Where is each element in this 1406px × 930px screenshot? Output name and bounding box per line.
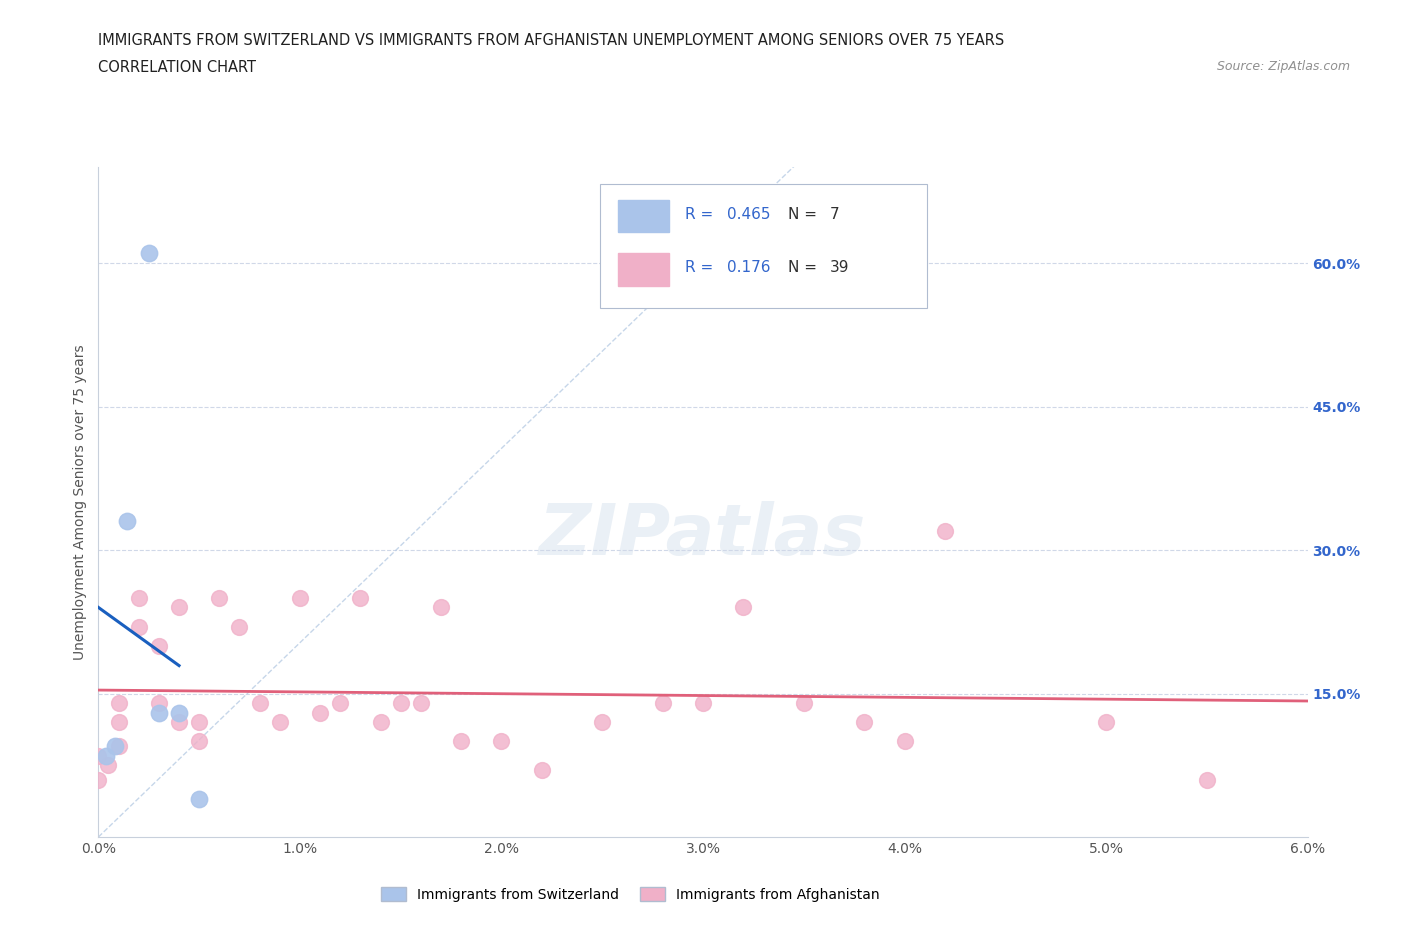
Text: ZIPatlas: ZIPatlas bbox=[540, 501, 866, 570]
FancyBboxPatch shape bbox=[619, 253, 669, 286]
Point bbox=[188, 734, 211, 749]
Point bbox=[87, 772, 110, 787]
Point bbox=[148, 696, 170, 711]
Point bbox=[309, 705, 332, 720]
Point bbox=[87, 749, 110, 764]
Text: IMMIGRANTS FROM SWITZERLAND VS IMMIGRANTS FROM AFGHANISTAN UNEMPLOYMENT AMONG SE: IMMIGRANTS FROM SWITZERLAND VS IMMIGRANT… bbox=[98, 33, 1005, 47]
Point bbox=[793, 696, 815, 711]
Point bbox=[1195, 772, 1218, 787]
Point bbox=[103, 738, 125, 753]
Text: 39: 39 bbox=[830, 260, 849, 275]
Point bbox=[107, 696, 129, 711]
Point bbox=[450, 734, 472, 749]
Point bbox=[97, 758, 120, 773]
Point bbox=[491, 734, 513, 749]
Point bbox=[269, 715, 291, 730]
Point bbox=[692, 696, 714, 711]
Point bbox=[249, 696, 271, 711]
Point bbox=[228, 619, 250, 634]
Point bbox=[591, 715, 613, 730]
Point bbox=[651, 696, 673, 711]
Point bbox=[148, 638, 170, 653]
Point bbox=[208, 591, 231, 605]
Point bbox=[107, 715, 129, 730]
Point bbox=[96, 749, 118, 764]
Text: Source: ZipAtlas.com: Source: ZipAtlas.com bbox=[1216, 60, 1350, 73]
Point bbox=[853, 715, 876, 730]
Point bbox=[288, 591, 311, 605]
Point bbox=[733, 600, 755, 615]
Text: R =: R = bbox=[685, 260, 718, 275]
Point bbox=[128, 619, 150, 634]
Point bbox=[1095, 715, 1118, 730]
Y-axis label: Unemployment Among Seniors over 75 years: Unemployment Among Seniors over 75 years bbox=[73, 344, 87, 660]
Point bbox=[138, 246, 160, 261]
Text: R =: R = bbox=[685, 206, 718, 221]
Point bbox=[934, 524, 956, 538]
Point bbox=[167, 705, 190, 720]
Point bbox=[128, 591, 150, 605]
Point bbox=[370, 715, 392, 730]
Point bbox=[430, 600, 453, 615]
Text: CORRELATION CHART: CORRELATION CHART bbox=[98, 60, 256, 75]
Point bbox=[188, 791, 211, 806]
Legend: Immigrants from Switzerland, Immigrants from Afghanistan: Immigrants from Switzerland, Immigrants … bbox=[375, 881, 886, 907]
Point bbox=[167, 600, 190, 615]
Point bbox=[389, 696, 412, 711]
Point bbox=[188, 715, 211, 730]
Point bbox=[349, 591, 371, 605]
Point bbox=[530, 763, 553, 777]
Text: 0.465: 0.465 bbox=[727, 206, 770, 221]
Point bbox=[893, 734, 915, 749]
Point bbox=[115, 514, 138, 529]
Point bbox=[148, 705, 170, 720]
Point bbox=[409, 696, 432, 711]
Text: 7: 7 bbox=[830, 206, 839, 221]
Text: 0.176: 0.176 bbox=[727, 260, 770, 275]
Text: N =: N = bbox=[787, 206, 821, 221]
FancyBboxPatch shape bbox=[619, 200, 669, 232]
Text: N =: N = bbox=[787, 260, 821, 275]
Point bbox=[107, 738, 129, 753]
Point bbox=[167, 715, 190, 730]
Point bbox=[329, 696, 352, 711]
FancyBboxPatch shape bbox=[600, 184, 927, 308]
